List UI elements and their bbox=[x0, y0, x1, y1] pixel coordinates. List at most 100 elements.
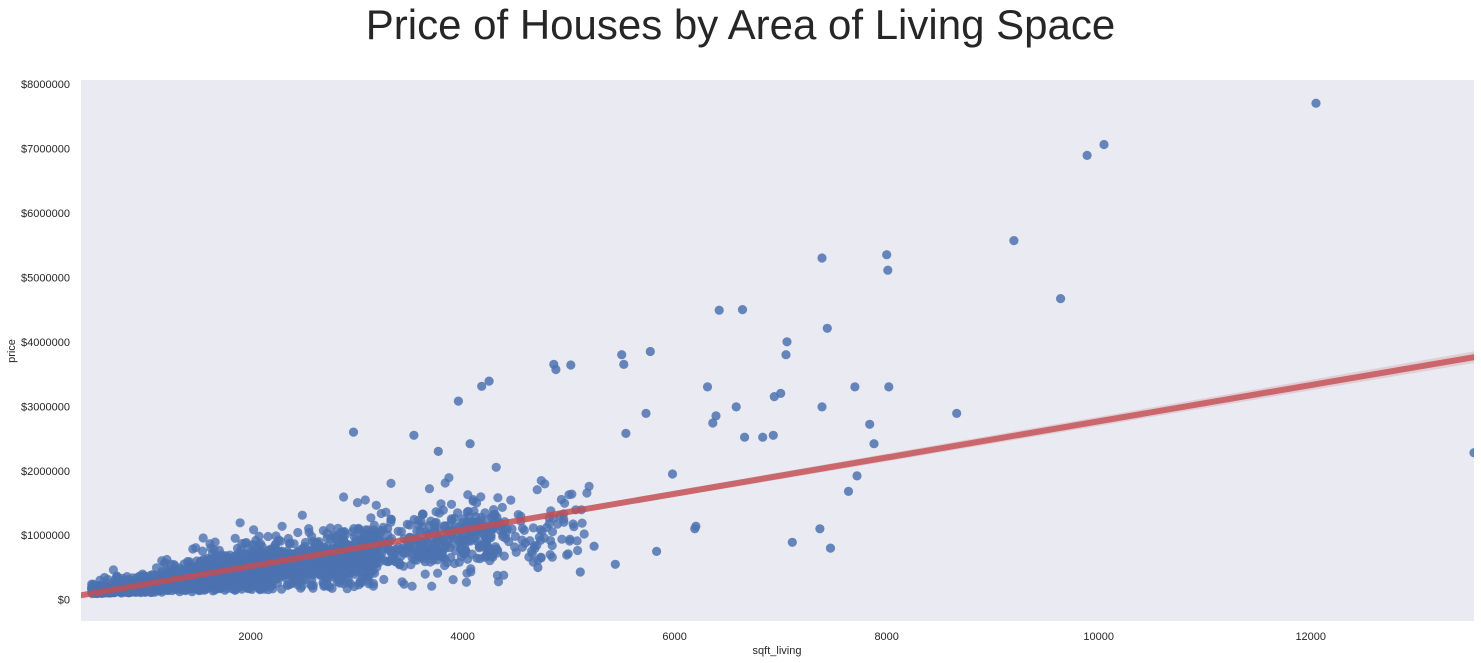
data-point bbox=[566, 360, 576, 370]
data-point bbox=[484, 376, 494, 386]
data-point bbox=[386, 478, 396, 488]
data-point bbox=[815, 524, 825, 534]
data-point bbox=[420, 569, 430, 579]
data-point bbox=[360, 495, 370, 505]
data-point bbox=[731, 402, 741, 412]
data-point bbox=[442, 539, 452, 549]
data-point bbox=[376, 508, 386, 519]
data-point bbox=[339, 492, 349, 502]
data-point bbox=[556, 494, 567, 505]
chart-title: Price of Houses by Area of Living Space bbox=[365, 1, 1116, 48]
y-tick-label: $4000000 bbox=[21, 337, 70, 349]
regression-line bbox=[81, 354, 1474, 599]
data-point bbox=[822, 323, 832, 333]
data-point bbox=[299, 569, 309, 579]
data-point bbox=[562, 550, 572, 560]
data-point bbox=[471, 512, 481, 522]
data-point bbox=[667, 469, 678, 479]
data-point bbox=[354, 524, 364, 535]
data-point bbox=[825, 543, 836, 553]
data-point bbox=[1082, 150, 1092, 160]
data-point bbox=[495, 525, 505, 536]
data-point bbox=[565, 534, 575, 544]
data-point bbox=[758, 432, 768, 442]
data-point bbox=[249, 525, 259, 535]
data-point bbox=[354, 564, 364, 574]
data-point bbox=[1009, 236, 1019, 246]
data-point bbox=[843, 486, 854, 496]
data-point bbox=[589, 541, 599, 551]
data-point bbox=[296, 583, 306, 593]
data-point bbox=[260, 581, 270, 591]
data-point bbox=[509, 542, 520, 552]
data-point bbox=[288, 575, 298, 586]
data-point bbox=[540, 479, 550, 489]
data-point bbox=[304, 524, 314, 534]
data-point bbox=[850, 382, 860, 392]
data-point bbox=[433, 568, 443, 578]
data-point bbox=[188, 544, 198, 554]
data-point bbox=[247, 584, 257, 595]
data-point bbox=[568, 519, 578, 529]
data-point bbox=[343, 563, 353, 573]
data-point bbox=[493, 577, 504, 587]
data-point bbox=[532, 485, 542, 495]
data-point bbox=[545, 536, 556, 546]
data-point bbox=[263, 573, 273, 584]
data-point bbox=[865, 419, 875, 429]
y-tick-label: $7000000 bbox=[21, 143, 70, 155]
data-point bbox=[166, 559, 176, 569]
data-point bbox=[501, 533, 511, 544]
data-point bbox=[520, 538, 530, 548]
data-point bbox=[140, 573, 150, 584]
y-axis-ticks: $0 $1000000 $2000000 $3000000 $4000000 $50000… bbox=[21, 79, 70, 607]
data-point bbox=[409, 430, 419, 440]
data-point bbox=[293, 561, 303, 571]
data-point bbox=[232, 574, 242, 584]
data-point bbox=[293, 527, 303, 538]
data-point bbox=[817, 253, 827, 263]
data-point bbox=[446, 552, 456, 563]
x-axis-ticks: 2000 4000 6000 8000 10000 12000 bbox=[238, 631, 1326, 643]
data-point bbox=[768, 430, 778, 440]
data-point bbox=[170, 584, 180, 594]
data-point bbox=[883, 265, 893, 275]
data-point bbox=[584, 481, 594, 491]
data-point bbox=[399, 548, 410, 558]
data-point bbox=[374, 557, 384, 567]
data-point bbox=[1469, 448, 1474, 458]
data-point bbox=[230, 533, 240, 543]
data-point bbox=[702, 382, 713, 392]
data-point bbox=[273, 569, 283, 580]
data-point bbox=[308, 580, 318, 590]
data-point bbox=[461, 577, 471, 587]
data-point bbox=[737, 305, 748, 315]
data-point bbox=[271, 531, 281, 541]
data-point bbox=[322, 541, 332, 552]
data-point bbox=[206, 543, 216, 553]
data-point bbox=[263, 531, 273, 542]
data-point bbox=[284, 566, 294, 576]
data-point bbox=[198, 533, 208, 543]
data-point bbox=[241, 538, 251, 548]
data-point bbox=[536, 553, 546, 563]
y-tick-label: $6000000 bbox=[21, 208, 70, 220]
x-tick-label: 10000 bbox=[1083, 631, 1114, 643]
data-point bbox=[852, 471, 862, 481]
data-point bbox=[348, 550, 358, 561]
data-point bbox=[465, 439, 475, 449]
x-tick-label: 6000 bbox=[662, 631, 686, 643]
data-point bbox=[413, 515, 423, 525]
data-point bbox=[1311, 98, 1321, 108]
data-point bbox=[367, 546, 377, 557]
data-point bbox=[444, 473, 454, 483]
data-point bbox=[575, 567, 585, 577]
data-point bbox=[389, 550, 399, 560]
data-point bbox=[396, 527, 406, 537]
data-point bbox=[711, 411, 721, 421]
data-point bbox=[307, 567, 317, 578]
data-point bbox=[714, 305, 724, 315]
data-point bbox=[884, 382, 894, 392]
data-point bbox=[277, 521, 287, 531]
